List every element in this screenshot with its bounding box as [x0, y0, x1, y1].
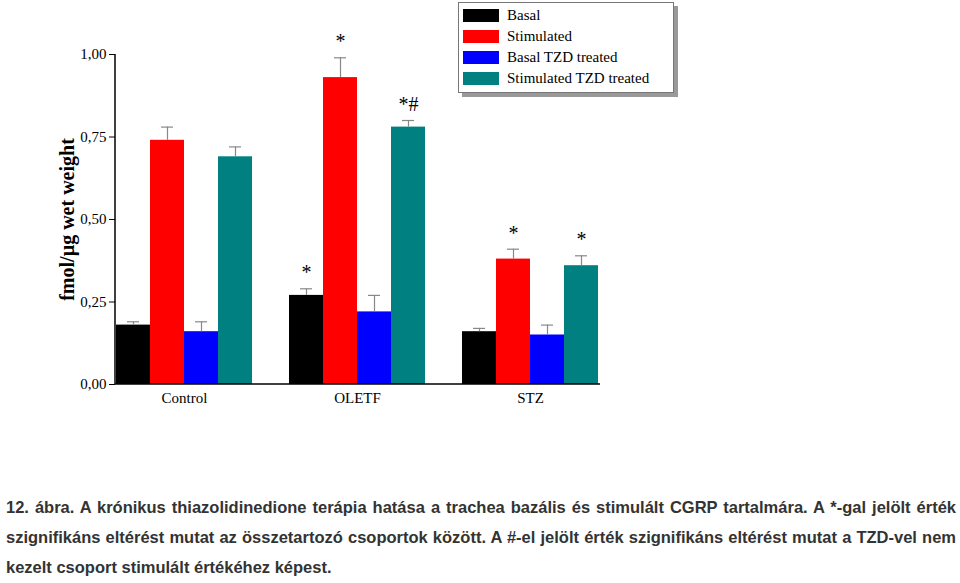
svg-text:0,75: 0,75	[80, 129, 106, 145]
svg-text:*: *	[509, 222, 519, 244]
svg-text:*#: *#	[399, 93, 419, 115]
svg-text:*: *	[577, 228, 587, 250]
html-text:Basal TZD treated: Basal TZD treated	[507, 49, 618, 65]
svg-text:Control: Control	[162, 390, 208, 406]
html-text:Stimulated TZD treated: Stimulated TZD treated	[507, 70, 650, 86]
svg-text:*: *	[302, 261, 312, 283]
html-text:Basal: Basal	[507, 7, 541, 23]
svg-text:0,50: 0,50	[80, 211, 106, 227]
svg-text:*: *	[336, 30, 346, 52]
svg-text:0,00: 0,00	[80, 376, 106, 392]
html-text:12. ábra. A krónikus thiazolid: 12. ábra. A krónikus thiazolidinedione t…	[6, 498, 956, 576]
svg-text:0,25: 0,25	[80, 294, 106, 310]
svg-text:fmol/µg wet weight: fmol/µg wet weight	[56, 138, 79, 301]
svg-text:OLETF: OLETF	[334, 390, 381, 406]
html-text:Stimulated: Stimulated	[507, 28, 572, 44]
svg-text:1,00: 1,00	[80, 46, 106, 62]
svg-text:STZ: STZ	[517, 390, 544, 406]
